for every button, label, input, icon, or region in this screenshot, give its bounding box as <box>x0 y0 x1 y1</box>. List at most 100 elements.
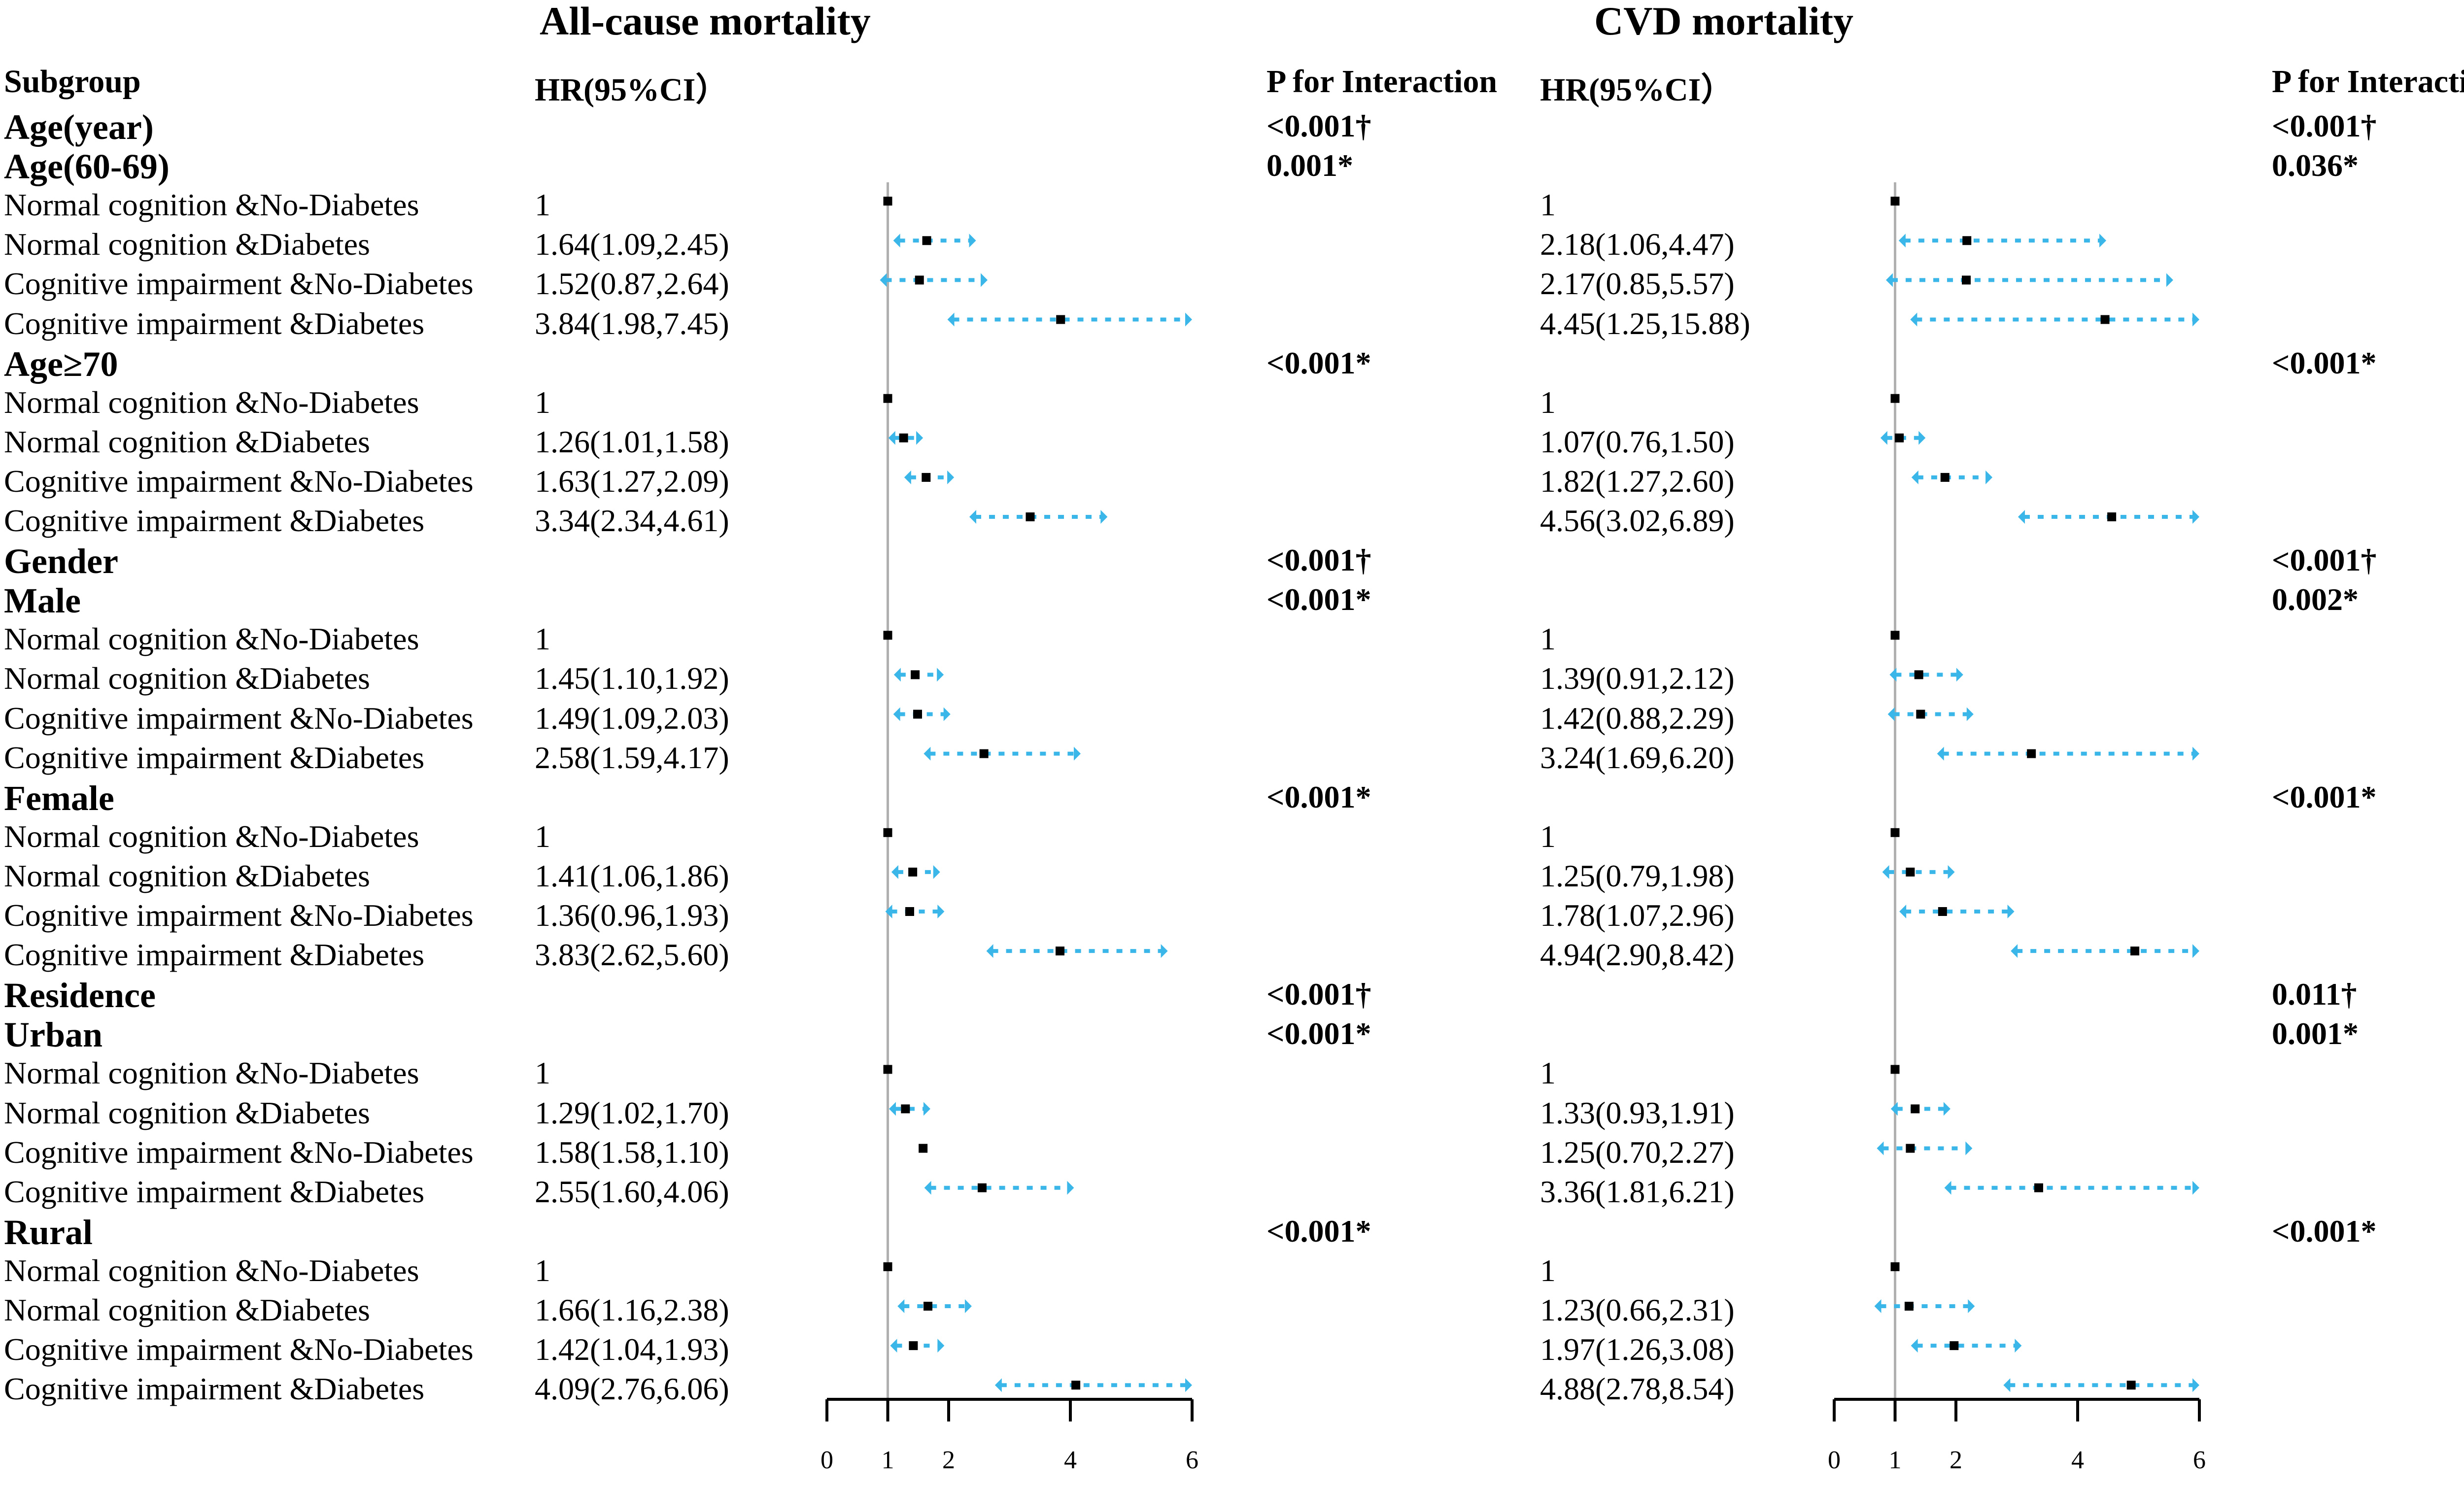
x-tick-label: 6 <box>2193 1446 2206 1474</box>
subgroup-heading: Male <box>4 581 81 621</box>
hr-value: 1.23(0.66,2.31) <box>1540 1292 1735 1327</box>
subgroup-heading: Age(60-69) <box>4 147 170 187</box>
x-tick-label: 2 <box>1950 1446 1962 1474</box>
subgroup-label: Normal cognition &Diabetes <box>4 424 370 459</box>
ci-lower-arrow <box>1898 234 1906 248</box>
point-estimate <box>1895 433 1904 442</box>
ci-upper-arrow <box>933 865 940 879</box>
p-interaction-value: <0.001* <box>1266 779 1371 814</box>
point-estimate <box>883 1065 892 1074</box>
hr-value: 1.64(1.09,2.45) <box>535 227 729 262</box>
ci-upper-arrow <box>923 1102 930 1116</box>
ci-upper-arrow <box>2192 944 2199 958</box>
point-estimate <box>977 1183 987 1192</box>
ci-lower-arrow <box>1882 865 1889 879</box>
ci-lower-arrow <box>904 470 911 484</box>
subgroup-label: Cognitive impairment &Diabetes <box>4 503 425 538</box>
subgroup-heading: Female <box>4 778 114 818</box>
point-estimate <box>883 1262 892 1271</box>
point-estimate <box>1914 670 1923 679</box>
subgroup-label: Normal cognition &Diabetes <box>4 227 370 262</box>
ci-lower-arrow <box>880 273 887 287</box>
hr-value: 4.45(1.25,15.88) <box>1540 305 1750 341</box>
hr-value: 1.58(1.58,1.10) <box>535 1134 729 1170</box>
ci-upper-arrow <box>2192 312 2199 327</box>
hr-value: 3.36(1.81,6.21) <box>1540 1174 1735 1209</box>
x-tick-label: 4 <box>1064 1446 1077 1474</box>
x-tick-label: 0 <box>1828 1446 1841 1474</box>
ci-lower-arrow <box>888 431 895 445</box>
ci-lower-arrow <box>893 668 901 682</box>
p-interaction-value: <0.001* <box>1266 1016 1371 1051</box>
hr-value: 1 <box>535 1055 550 1091</box>
ci-lower-arrow <box>893 234 900 248</box>
point-estimate <box>1962 236 1972 245</box>
point-estimate <box>924 1302 933 1311</box>
subgroup-label: Cognitive impairment &Diabetes <box>4 1174 425 1209</box>
ci-lower-arrow <box>889 1102 896 1116</box>
point-estimate <box>1890 631 1900 640</box>
hr-value: 1.45(1.10,1.92) <box>535 661 729 696</box>
point-estimate <box>2107 512 2117 521</box>
ci-upper-arrow <box>2192 510 2199 524</box>
hr-value: 1.25(0.79,1.98) <box>1540 858 1735 893</box>
ci-lower-arrow <box>890 1339 897 1353</box>
ci-lower-arrow <box>1944 1181 1951 1195</box>
hr-value: 1.07(0.76,1.50) <box>1540 424 1735 459</box>
ci-upper-arrow <box>1956 668 1963 682</box>
x-tick-label: 0 <box>821 1446 833 1474</box>
hr-value: 1.26(1.01,1.58) <box>535 424 729 459</box>
hr-value: 1 <box>535 187 550 223</box>
p-interaction-value: <0.001† <box>2272 542 2377 578</box>
subgroup-label: Normal cognition &Diabetes <box>4 858 370 893</box>
subgroup-label: Cognitive impairment &No-Diabetes <box>4 463 474 499</box>
x-tick-label: 1 <box>1889 1446 1902 1474</box>
subgroup-label: Normal cognition &Diabetes <box>4 1095 370 1130</box>
hr-value: 2.58(1.59,4.17) <box>535 740 729 775</box>
subgroup-label: Normal cognition &No-Diabetes <box>4 621 419 657</box>
subgroup-heading: Age(year) <box>4 107 154 147</box>
point-estimate <box>911 670 920 679</box>
ci-lower-arrow <box>893 707 900 721</box>
hr-value: 1.82(1.27,2.60) <box>1540 463 1735 499</box>
point-estimate <box>883 197 892 206</box>
subgroup-label: Cognitive impairment &No-Diabetes <box>4 1332 474 1367</box>
p-interaction-value: 0.036* <box>2272 148 2359 183</box>
ci-upper-arrow <box>1100 510 1108 524</box>
hr-value: 4.09(2.76,6.06) <box>535 1371 729 1407</box>
point-estimate <box>1026 512 1035 521</box>
point-estimate <box>1890 394 1900 403</box>
hr-value: 1 <box>1540 384 1556 420</box>
ci-upper-arrow <box>1185 1378 1192 1392</box>
hr-value: 2.18(1.06,4.47) <box>1540 227 1735 262</box>
ci-upper-arrow <box>2099 234 2107 248</box>
p-interaction-value: <0.001* <box>2272 1213 2377 1249</box>
hr-value: 1.66(1.16,2.38) <box>535 1292 729 1327</box>
hr-value: 1 <box>535 1252 550 1288</box>
p-header-all-cause: P for Interaction <box>1266 64 1498 100</box>
ci-upper-arrow <box>2192 1378 2199 1392</box>
subgroup-label: Normal cognition &No-Diabetes <box>4 187 419 223</box>
ci-upper-arrow <box>1943 1102 1951 1116</box>
hr-value: 1.41(1.06,1.86) <box>535 858 729 893</box>
point-estimate <box>905 907 914 916</box>
ci-lower-arrow <box>1889 668 1897 682</box>
point-estimate <box>922 473 931 482</box>
ci-lower-arrow <box>1877 1141 1884 1155</box>
ci-upper-arrow <box>2007 905 2015 918</box>
ci-upper-arrow <box>1185 312 1192 327</box>
x-tick-label: 4 <box>2071 1446 2084 1474</box>
point-estimate <box>908 867 918 877</box>
subgroup-label: Cognitive impairment &No-Diabetes <box>4 898 474 933</box>
ci-lower-arrow <box>924 1181 931 1195</box>
ci-upper-arrow <box>964 1299 972 1313</box>
point-estimate <box>2034 1183 2043 1192</box>
hr-value: 1.33(0.93,1.91) <box>1540 1095 1735 1130</box>
ci-lower-arrow <box>1887 707 1895 721</box>
point-estimate <box>1911 1104 1920 1114</box>
ci-upper-arrow <box>969 234 976 248</box>
ci-upper-arrow <box>937 668 944 682</box>
p-interaction-value: <0.001† <box>2272 108 2377 143</box>
point-estimate <box>919 1144 928 1153</box>
point-estimate <box>909 1341 918 1351</box>
